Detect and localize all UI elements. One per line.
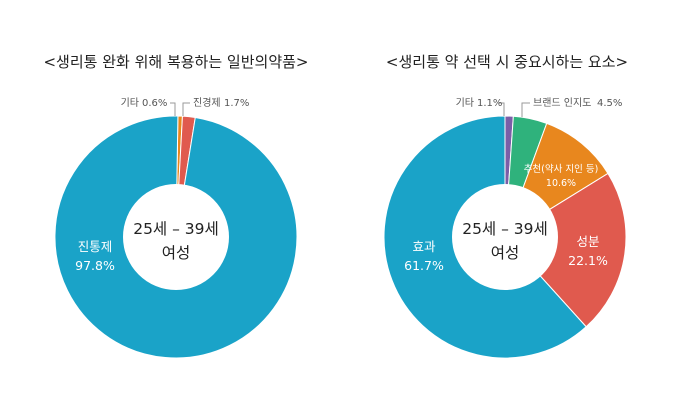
chart-2-label-efficacy: 효과 [412, 239, 436, 254]
chart-2-title: <생리통 약 선택 시 중요시하는 요소> [386, 53, 628, 71]
chart-1-value-antispasmodic: 1.7% [224, 98, 249, 109]
chart-2-label-ingredient: 성분 [576, 234, 599, 249]
chart-1-center-gender: 여성 [162, 244, 191, 262]
chart-1-donut-hole [123, 184, 229, 290]
chart-2-label-other: 기타 [456, 97, 474, 109]
chart-1-label-antispasmodic: 진경제 [193, 96, 221, 109]
chart-2-leader-brand [521, 102, 530, 117]
chart-1-value-painkiller: 97.8% [75, 258, 115, 273]
chart-1-title: <생리통 완화 위해 복용하는 일반의약품> [43, 53, 308, 71]
chart-2-value-ingredient: 22.1% [568, 253, 608, 268]
chart-2-label-recommendation: 추천(약사 지인 등) [524, 163, 599, 175]
chart-2-center-gender: 여성 [491, 244, 520, 262]
chart-1-label-painkiller: 진통제 [78, 239, 113, 254]
chart-2-center-age: 25세 – 39세 [462, 220, 548, 238]
chart-2-label-brand: 브랜드 인지도 [533, 97, 591, 109]
chart-2-donut-hole [452, 184, 558, 290]
chart-2-slice-ingredient [504, 172, 627, 328]
chart-1-leader-antispasmodic [182, 102, 190, 116]
chart-1-leader-other [170, 102, 176, 116]
chart-2-value-brand: 4.5% [597, 98, 622, 109]
chart-1-value-other: 0.6% [142, 98, 167, 109]
chart-2-leader-other [498, 102, 505, 116]
chart-2-value-recommendation: 10.6% [546, 178, 576, 189]
chart-1-center-age: 25세 – 39세 [133, 220, 219, 238]
chart-2-value-efficacy: 61.7% [404, 258, 444, 273]
chart-1-label-other: 기타 [121, 97, 139, 109]
chart-2-value-other: 1.1% [477, 98, 502, 109]
